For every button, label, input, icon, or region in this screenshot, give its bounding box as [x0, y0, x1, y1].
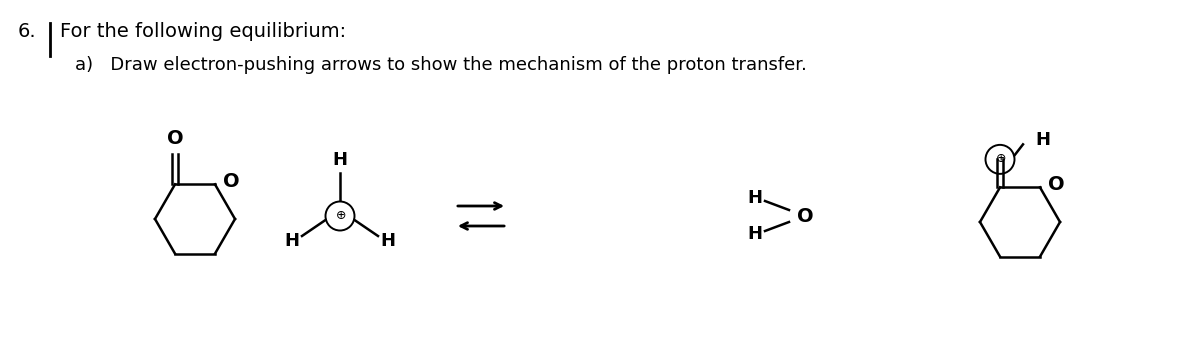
Text: 6.: 6. — [18, 22, 37, 41]
Text: ⊕: ⊕ — [336, 208, 347, 222]
Text: O: O — [167, 129, 184, 148]
Text: H: H — [748, 189, 762, 207]
Text: H: H — [332, 151, 348, 169]
Text: H: H — [380, 232, 396, 250]
Text: O: O — [1048, 175, 1064, 194]
Text: a)   Draw electron-pushing arrows to show the mechanism of the proton transfer.: a) Draw electron-pushing arrows to show … — [74, 56, 806, 74]
Text: For the following equilibrium:: For the following equilibrium: — [60, 22, 346, 41]
Text: H: H — [748, 225, 762, 243]
Text: ⊕: ⊕ — [996, 152, 1007, 165]
Text: H: H — [284, 232, 300, 250]
Text: O: O — [797, 206, 814, 226]
Text: H: H — [1034, 131, 1050, 149]
Text: O: O — [223, 172, 240, 191]
